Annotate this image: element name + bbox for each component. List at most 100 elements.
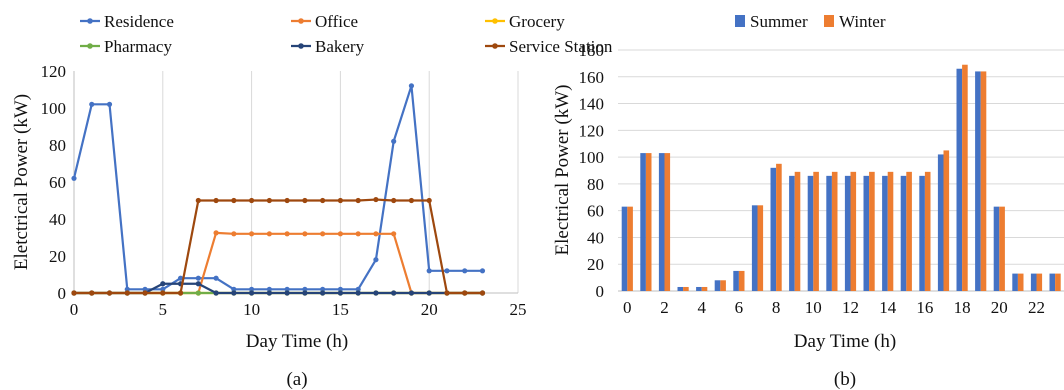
data-point: [195, 281, 201, 287]
data-point: [302, 286, 308, 292]
bar-summer: [826, 175, 832, 291]
chart-b-xlabel: Day Time (h): [794, 331, 896, 352]
x-tick-label: 25: [510, 300, 527, 319]
series-office: [71, 230, 486, 296]
data-point: [177, 275, 184, 281]
legend-item: Service Station: [485, 37, 613, 56]
chart-b-tick-labels: 0 20 40 60 80 100 120 140 160 180 0 2 4 6 8 10 12 14 16 18 2…: [579, 41, 1046, 317]
x-tick-label: 6: [735, 298, 744, 317]
bar-winter: [813, 171, 819, 291]
bar-summer: [863, 175, 870, 291]
y-tick-label: 140: [579, 95, 605, 114]
chart-b-bars: [621, 64, 1061, 291]
y-tick-label: 40: [49, 210, 66, 229]
legend-point-marker: [298, 18, 304, 24]
legend-label: Grocery: [509, 12, 565, 31]
data-point: [213, 230, 219, 236]
series-residence: [71, 83, 486, 292]
chart-b-caption: (b): [834, 369, 856, 390]
data-point: [337, 231, 343, 237]
y-tick-label: 100: [41, 99, 67, 118]
x-tick-label: 2: [660, 298, 669, 317]
bar-winter: [962, 64, 968, 291]
data-point: [213, 197, 219, 204]
legend-label: Residence: [104, 12, 174, 31]
bar-summer: [1030, 273, 1037, 291]
data-point: [213, 290, 219, 296]
y-tick-label: 120: [41, 62, 67, 81]
data-point: [249, 197, 255, 204]
data-point: [177, 290, 184, 296]
data-point: [444, 268, 450, 274]
data-point: [355, 197, 361, 204]
chart-b-ylabel: Electrical Power (kW): [552, 85, 573, 256]
x-tick-label: 4: [697, 298, 706, 317]
data-point: [302, 197, 308, 204]
bar-summer: [621, 206, 628, 291]
data-point: [266, 286, 272, 292]
data-point: [160, 281, 166, 287]
data-point: [160, 290, 166, 296]
data-point: [373, 196, 379, 203]
data-point: [195, 290, 201, 296]
x-tick-label: 22: [1028, 298, 1045, 317]
data-point: [284, 286, 290, 292]
data-point: [71, 175, 77, 181]
bar-summer: [733, 270, 739, 291]
data-point: [213, 275, 219, 281]
bar-winter: [999, 206, 1005, 291]
data-point: [266, 231, 272, 237]
bar-summer: [975, 71, 981, 291]
bar-winter: [887, 171, 894, 291]
legend-label: Pharmacy: [104, 37, 172, 56]
chart-a-caption: (a): [286, 369, 307, 390]
data-point: [266, 290, 272, 296]
data-point: [320, 197, 326, 204]
x-tick-label: 14: [879, 298, 897, 317]
data-point: [426, 290, 432, 296]
data-point: [89, 101, 95, 107]
data-point: [249, 231, 255, 237]
data-point: [426, 197, 432, 204]
bar-winter: [776, 163, 782, 291]
bar-summer: [714, 280, 721, 291]
data-point: [320, 290, 326, 296]
data-point: [355, 286, 361, 292]
data-point: [337, 290, 343, 296]
bar-summer: [751, 205, 758, 291]
legend-point-marker: [492, 43, 498, 49]
bar-summer: [807, 175, 814, 291]
data-point: [320, 286, 326, 292]
data-point: [106, 290, 113, 296]
data-point: [479, 290, 486, 296]
legend-item: Grocery: [485, 12, 565, 31]
bar-winter: [980, 71, 987, 291]
data-point: [124, 286, 130, 292]
bar-winter: [1036, 273, 1043, 291]
bar-winter: [1055, 273, 1061, 291]
bar-winter: [831, 171, 838, 291]
legend-item: Office: [291, 12, 358, 31]
data-point: [302, 290, 308, 296]
data-point: [195, 197, 201, 204]
legend-item: Bakery: [291, 37, 365, 56]
chart-b-gridlines: [618, 49, 1064, 265]
y-tick-label: 0: [596, 282, 605, 301]
data-point: [124, 290, 130, 296]
bar-summer: [919, 175, 925, 291]
series-line: [72, 84, 483, 291]
bar-summer: [658, 153, 665, 291]
legend-item: Winter: [824, 12, 886, 31]
data-point: [142, 290, 148, 296]
data-point: [249, 286, 255, 292]
x-tick-label: 5: [159, 300, 168, 319]
bar-winter: [664, 153, 671, 291]
y-tick-label: 60: [587, 202, 604, 221]
data-point: [160, 286, 166, 292]
bar-winter: [757, 205, 764, 291]
bar-summer: [1012, 273, 1018, 291]
data-point: [337, 197, 343, 204]
bar-summer: [937, 154, 944, 291]
bar-chart-b: 0 20 40 60 80 100 120 140 160 180 0 2 4 6 8 10 12 14 16 18 2…: [552, 12, 1064, 390]
